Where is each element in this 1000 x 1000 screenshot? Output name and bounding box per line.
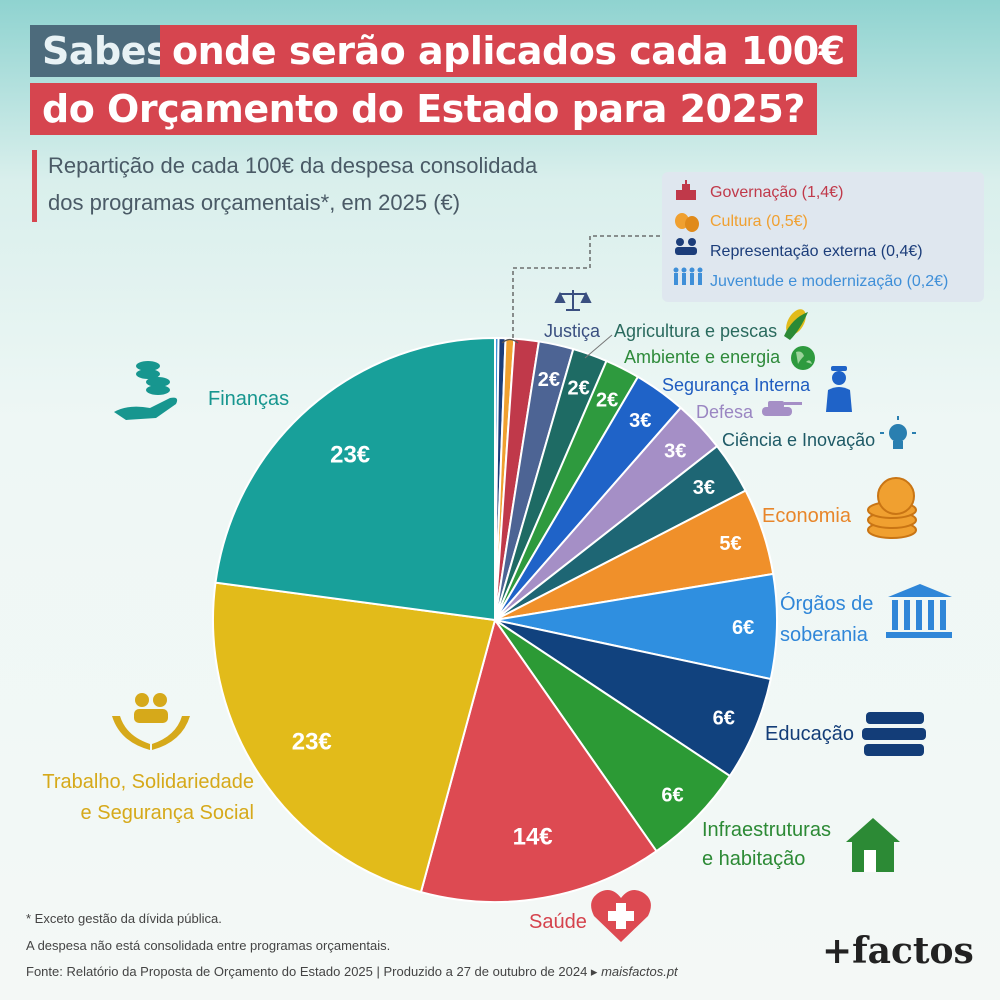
books-icon bbox=[862, 712, 926, 756]
source-text: Fonte: Relatório da Proposta de Orçament… bbox=[26, 964, 598, 979]
pie-data-label-4: 2€ bbox=[538, 369, 560, 391]
helping-hands-icon bbox=[112, 693, 190, 750]
people-group-icon bbox=[675, 238, 697, 255]
label-ciencia: Ciência e Inovação bbox=[722, 430, 875, 450]
hand-coins-icon bbox=[114, 361, 178, 420]
agricultura-leader bbox=[584, 334, 613, 359]
pie-data-label-6: 2€ bbox=[596, 390, 618, 412]
legend-bracket bbox=[501, 338, 519, 344]
title-line-1: onde serão aplicados cada 100€ bbox=[160, 25, 857, 77]
pie-data-label-5: 2€ bbox=[568, 377, 590, 399]
label-orgaos-line1: Órgãos de bbox=[780, 592, 873, 615]
label-defesa: Defesa bbox=[696, 402, 754, 422]
title-word-sabes: Sabes bbox=[30, 25, 181, 77]
pie-slice-16 bbox=[214, 336, 496, 622]
label-saude: Saúde bbox=[529, 911, 587, 933]
pie-data-label-7: 3€ bbox=[629, 410, 651, 432]
lightbulb-icon bbox=[880, 416, 916, 449]
pie-data-label-8: 3€ bbox=[664, 440, 686, 462]
theater-masks-icon bbox=[675, 213, 699, 232]
corn-icon bbox=[784, 309, 808, 340]
label-trabalho-line2: e Segurança Social bbox=[81, 802, 254, 824]
youth-icon bbox=[673, 267, 703, 285]
pie-data-label-14: 14€ bbox=[513, 824, 553, 851]
pie-slice-14 bbox=[419, 617, 658, 903]
tank-icon bbox=[762, 401, 802, 416]
institution-building-icon bbox=[886, 584, 952, 638]
pie-slice-15 bbox=[212, 581, 497, 894]
heart-cross-icon bbox=[591, 890, 651, 942]
site-link[interactable]: maisfactos.pt bbox=[601, 964, 678, 979]
pie-data-label-16: 23€ bbox=[330, 441, 370, 468]
coin-stack-icon bbox=[867, 477, 917, 539]
label-orgaos-line2: soberania bbox=[780, 624, 869, 646]
globe-icon bbox=[791, 346, 815, 370]
legend-icons bbox=[673, 180, 703, 285]
brand-logo: +factos bbox=[822, 930, 974, 972]
pie-data-label-15: 23€ bbox=[292, 729, 332, 756]
source-line: Fonte: Relatório da Proposta de Orçament… bbox=[26, 964, 678, 980]
footnote-1: * Exceto gestão da dívida pública. bbox=[26, 911, 222, 926]
label-infra-line1: Infraestruturas bbox=[702, 819, 831, 841]
small-slices-legend bbox=[662, 172, 984, 302]
label-agricultura: Agricultura e pescas bbox=[614, 321, 777, 341]
label-trabalho-line1: Trabalho, Solidariedade bbox=[42, 771, 254, 793]
label-infra-line2: e habitação bbox=[702, 848, 805, 870]
pie-data-labels: 2€ 2€ 2€ 3€ 3€ 3€ 5€ 6€ 6€ 6€ 14€ 23€ 23€ bbox=[292, 369, 754, 851]
pie-data-label-12: 6€ bbox=[713, 707, 735, 729]
label-seguranca: Segurança Interna bbox=[662, 375, 811, 395]
label-ambiente: Ambiente e energia bbox=[624, 347, 781, 367]
subtitle-accent-bar bbox=[32, 150, 37, 222]
pie-data-label-13: 6€ bbox=[661, 784, 683, 806]
pie-data-label-9: 3€ bbox=[693, 477, 715, 499]
subtitle-line-1: Repartição de cada 100€ da despesa conso… bbox=[48, 153, 538, 178]
pie-data-label-10: 5€ bbox=[719, 533, 741, 555]
police-officer-icon bbox=[826, 366, 852, 412]
house-icon bbox=[846, 818, 900, 872]
pie-slices bbox=[212, 336, 778, 903]
footnote-2: A despesa não está consolidada entre pro… bbox=[26, 938, 391, 953]
legend-governacao: Governação (1,4€) bbox=[710, 184, 844, 201]
legend-representacao-externa: Representação externa (0,4€) bbox=[710, 243, 923, 260]
legend-leader-line bbox=[512, 235, 660, 338]
legend-cultura: Cultura (0,5€) bbox=[710, 213, 808, 230]
parliament-icon bbox=[676, 180, 696, 200]
label-educacao: Educação bbox=[765, 723, 854, 745]
label-financas: Finanças bbox=[208, 388, 289, 410]
label-justica: Justiça bbox=[544, 321, 601, 341]
legend-juventude: Juventude e modernização (0,2€) bbox=[710, 273, 949, 290]
scales-icon bbox=[554, 290, 592, 311]
pie-data-label-11: 6€ bbox=[732, 617, 754, 639]
subtitle-line-2: dos programas orçamentais*, em 2025 (€) bbox=[48, 190, 461, 215]
title-line-2: do Orçamento do Estado para 2025? bbox=[30, 83, 817, 135]
label-economia: Economia bbox=[762, 505, 852, 527]
